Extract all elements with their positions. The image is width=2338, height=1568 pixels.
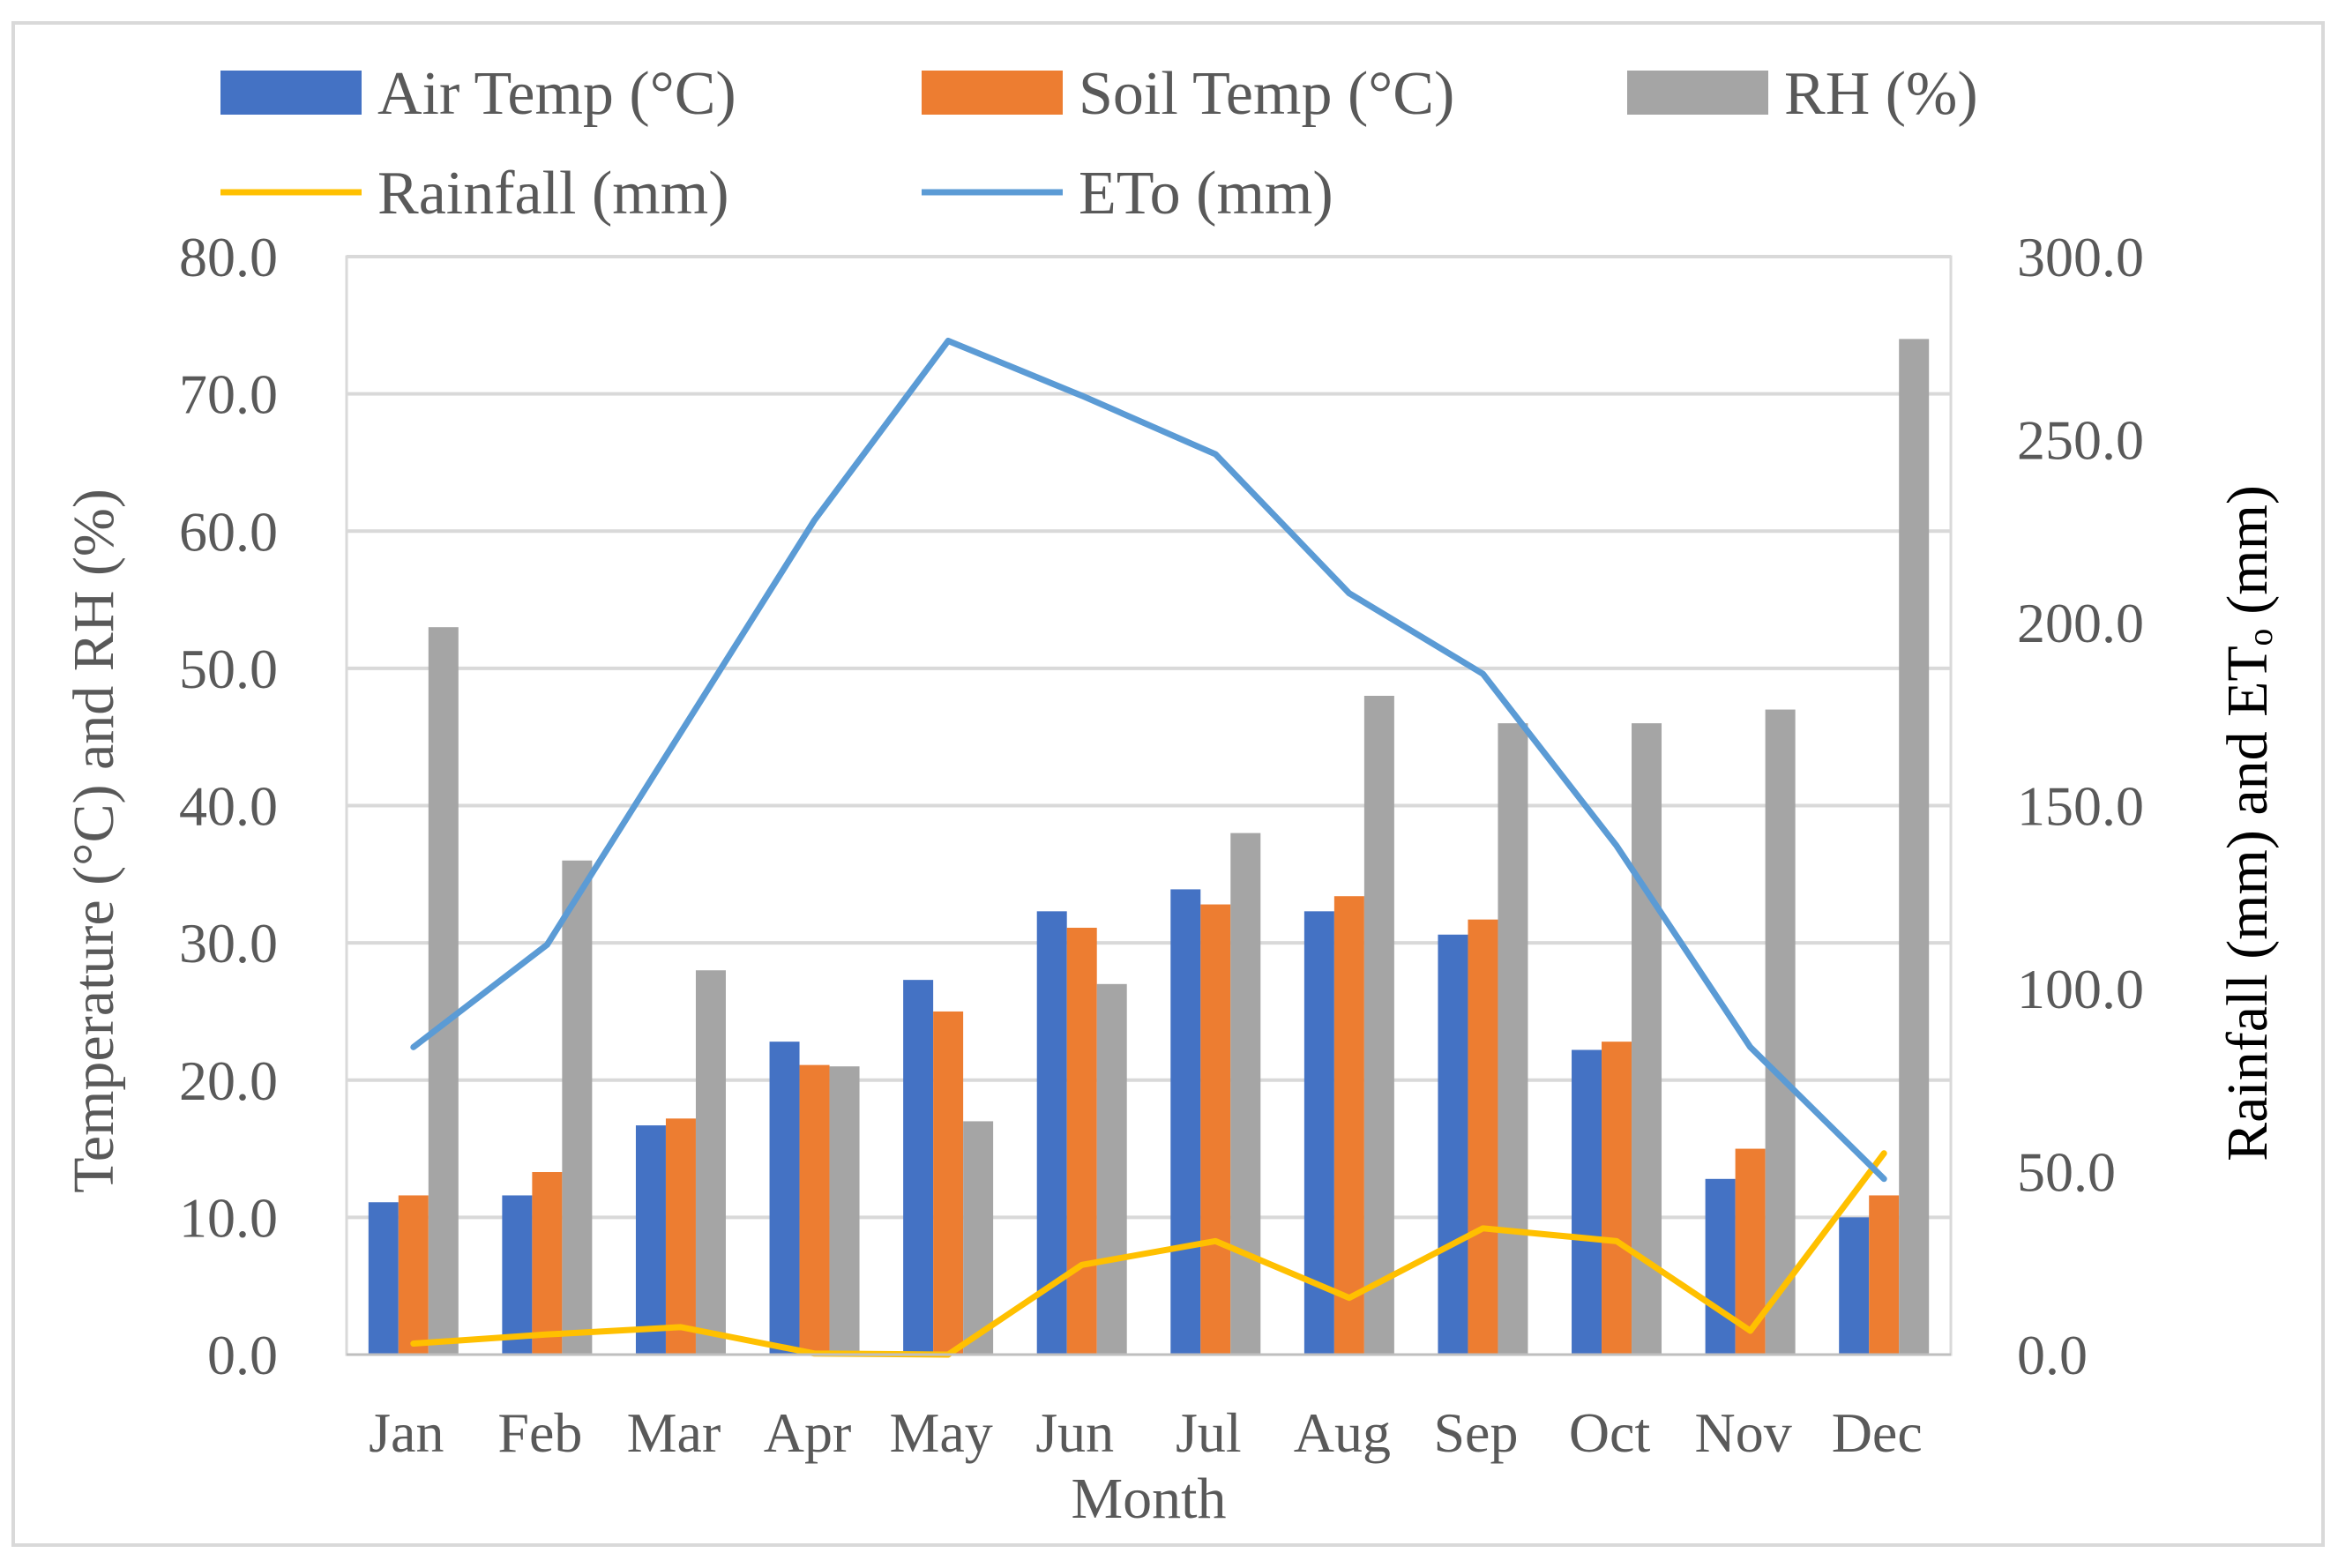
legend-swatch-soil-temp-c bbox=[922, 71, 1063, 115]
bar-soil-temp-c bbox=[1066, 928, 1097, 1355]
bar-rh bbox=[1498, 723, 1528, 1355]
right-tick-label: 150.0 bbox=[2017, 775, 2144, 838]
bar-air-temp-c bbox=[903, 980, 934, 1355]
bar-rh bbox=[1230, 833, 1261, 1355]
right-tick-label: 100.0 bbox=[2017, 958, 2144, 1020]
bar-rh bbox=[1765, 709, 1796, 1355]
x-tick-label: Nov bbox=[1695, 1401, 1792, 1464]
bar-soil-temp-c bbox=[1869, 1195, 1900, 1355]
bar-rh bbox=[562, 860, 593, 1355]
legend-label-soil-temp-c: Soil Temp (°C) bbox=[1079, 60, 1454, 128]
bar-soil-temp-c bbox=[398, 1195, 429, 1355]
bar-rh bbox=[428, 627, 459, 1355]
left-tick-label: 10.0 bbox=[179, 1186, 278, 1249]
legend-label-air-temp-c: Air Temp (°C) bbox=[377, 60, 736, 128]
x-tick-label: Jul bbox=[1176, 1401, 1242, 1464]
left-axis-ticks: 0.0 10.0 20.0 30.0 40.0 50.0 60.0 70.0 80.0 bbox=[179, 226, 278, 1386]
bar-air-temp-c bbox=[1839, 1217, 1870, 1355]
right-tick-label: 0.0 bbox=[2017, 1324, 2088, 1386]
left-tick-label: 40.0 bbox=[179, 775, 278, 838]
bar-rh bbox=[1899, 339, 1930, 1355]
bar-soil-temp-c bbox=[532, 1172, 563, 1355]
left-tick-label: 60.0 bbox=[179, 500, 278, 563]
bar-air-temp-c bbox=[1572, 1049, 1602, 1355]
x-tick-label: Jun bbox=[1035, 1401, 1114, 1464]
left-tick-label: 20.0 bbox=[179, 1049, 278, 1112]
x-axis-ticks: Jan Feb Mar Apr May Jun Jul Aug Sep Oct Nov Dec bbox=[369, 1401, 1923, 1464]
right-tick-label: 300.0 bbox=[2017, 226, 2144, 288]
left-tick-label: 30.0 bbox=[179, 912, 278, 974]
x-tick-label: May bbox=[889, 1401, 992, 1464]
bar-soil-temp-c bbox=[1468, 919, 1498, 1355]
x-tick-label: Apr bbox=[764, 1401, 852, 1464]
bar-soil-temp-c bbox=[933, 1011, 964, 1355]
x-tick-label: Sep bbox=[1433, 1401, 1518, 1464]
bar-air-temp-c bbox=[502, 1195, 533, 1355]
x-tick-label: Mar bbox=[627, 1401, 721, 1464]
bar-rh bbox=[1632, 723, 1662, 1355]
left-tick-label: 70.0 bbox=[179, 363, 278, 426]
legend-label-rainfall-mm: Rainfall (mm) bbox=[377, 160, 729, 228]
x-tick-label: Jan bbox=[369, 1401, 444, 1464]
x-tick-label: Feb bbox=[497, 1401, 582, 1464]
bar-soil-temp-c bbox=[1602, 1042, 1632, 1355]
bar-air-temp-c bbox=[635, 1125, 666, 1355]
bar-rh bbox=[963, 1121, 994, 1355]
x-tick-label: Dec bbox=[1832, 1401, 1923, 1464]
bar-air-temp-c bbox=[769, 1042, 800, 1355]
right-tick-label: 200.0 bbox=[2017, 592, 2144, 654]
bar-soil-temp-c bbox=[1200, 904, 1231, 1355]
bar-rh bbox=[829, 1066, 860, 1355]
bar-air-temp-c bbox=[1170, 889, 1201, 1355]
bar-rh bbox=[1363, 696, 1394, 1355]
bar-soil-temp-c bbox=[799, 1064, 830, 1355]
legend-swatch-air-temp-c bbox=[220, 71, 362, 115]
left-tick-label: 50.0 bbox=[179, 638, 278, 700]
left-tick-label: 0.0 bbox=[207, 1324, 278, 1386]
bar-soil-temp-c bbox=[1333, 896, 1364, 1355]
bar-air-temp-c bbox=[1705, 1178, 1736, 1355]
x-tick-label: Oct bbox=[1569, 1401, 1651, 1464]
x-tick-label: Aug bbox=[1294, 1401, 1391, 1464]
left-tick-label: 80.0 bbox=[179, 226, 278, 288]
legend: Air Temp (°C) Soil Temp (°C) RH (%) Rainfal… bbox=[220, 60, 1978, 228]
left-axis-title: Temperature (°C) and RH (%) bbox=[62, 489, 126, 1193]
line-rainfall-mm bbox=[410, 1150, 1887, 1358]
line-eto-mm bbox=[410, 337, 1887, 1183]
bar-air-temp-c bbox=[1438, 934, 1468, 1355]
legend-label-eto-mm: ETo (mm) bbox=[1079, 160, 1333, 228]
legend-swatch-rh bbox=[1627, 71, 1768, 115]
legend-label-rh: RH (%) bbox=[1784, 60, 1978, 128]
x-axis-title: Month bbox=[1071, 1467, 1226, 1531]
lines bbox=[410, 337, 1887, 1358]
right-axis-title: Rainfall (mm) and ETₒ (mm) bbox=[2215, 485, 2280, 1161]
bar-rh bbox=[695, 970, 726, 1355]
bar-air-temp-c bbox=[368, 1202, 399, 1355]
bar-rh bbox=[1096, 983, 1127, 1355]
bars bbox=[368, 339, 1930, 1355]
bar-soil-temp-c bbox=[665, 1118, 696, 1355]
right-axis-ticks: 0.0 50.0 100.0 150.0 200.0 250.0 300.0 bbox=[2017, 226, 2144, 1386]
right-tick-label: 50.0 bbox=[2017, 1141, 2116, 1204]
right-tick-label: 250.0 bbox=[2017, 409, 2144, 472]
